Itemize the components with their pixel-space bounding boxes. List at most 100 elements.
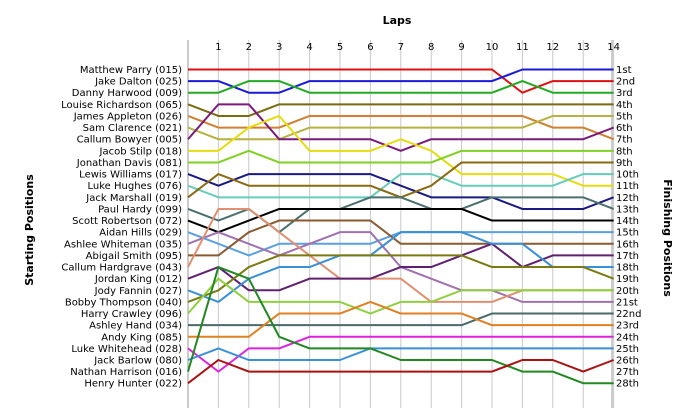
series-line [188,219,614,257]
finish-label: 22nd [616,309,641,320]
finish-label: 6th [616,123,633,134]
finish-label: 1st [616,65,632,76]
start-label: Callum Hardgrave (043) [61,263,182,274]
start-label: Jordan King (012) [94,274,182,285]
series-lines [187,68,614,385]
series-line [187,266,614,385]
series-line [188,300,614,338]
x-tick-label: 6 [367,42,373,53]
start-label: Paul Hardy (099) [98,204,182,215]
start-label: Abigail Smith (095) [86,251,182,262]
series-line [187,114,614,141]
x-tick-label: 7 [398,42,404,53]
start-label: Callum Bowyer (005) [77,135,182,146]
series-line [188,114,614,187]
y-axis-label-right: Finishing Positions [661,179,674,297]
finish-label: 8th [616,146,633,157]
start-label: Luke Hughes (076) [88,181,183,192]
series-line [187,173,614,199]
series-line [188,80,614,94]
series-line [188,68,614,94]
finishing-position-labels: 1st2nd3rd4th5th6th7th8th9th10th11th12th1… [616,65,641,390]
starting-position-labels: Matthew Parry (015)Jake Dalton (025)Dann… [61,65,182,390]
series-line [187,231,614,303]
finish-label: 21st [616,297,638,308]
series-line [187,277,614,315]
finish-label: 9th [616,158,633,169]
start-label: Henry Hunter (022) [84,379,182,390]
x-tick-label: 11 [516,42,529,53]
start-label: Louise Richardson (065) [61,100,182,111]
start-label: Ashlee Whiteman (035) [64,239,182,250]
finish-label: 27th [616,367,639,378]
start-label: Scott Robertson (072) [72,216,182,227]
series-line [187,114,614,141]
finish-label: 25th [616,344,639,355]
series-line [187,103,614,152]
y-axis-label-left: Starting Positions [23,174,36,286]
finish-label: 15th [616,228,639,239]
start-label: Aidan Hills (029) [99,228,182,239]
finish-label: 4th [616,100,633,111]
finish-label: 16th [616,239,639,250]
start-label: Jack Marshall (019) [85,193,182,204]
x-tick-label: 4 [306,42,312,53]
finish-label: 7th [616,135,633,146]
start-label: Bobby Thompson (040) [65,297,182,308]
finish-label: 11th [616,181,639,192]
start-label: Jacob Stilp (018) [99,146,183,157]
finish-label: 24th [616,332,639,343]
start-label: Jake Dalton (025) [94,77,182,88]
x-tick-labels: 1 2 3 4 5 6 7 8 9 10 11 12 13 14 [215,42,620,53]
finish-label: 13th [616,204,639,215]
series-line [187,347,614,361]
finish-label: 19th [616,274,639,285]
series-line [188,149,614,164]
x-tick-label: 12 [546,42,559,53]
chart-title: Laps [383,14,412,27]
series-line [187,359,614,385]
start-label: Harry Crawley (096) [81,309,182,320]
start-label: James Appleton (026) [73,111,182,122]
start-label: Jonathan Davis (081) [76,158,182,169]
start-label: Lewis Williams (017) [79,170,182,181]
finish-label: 14th [616,216,639,227]
finish-label: 2nd [616,77,635,88]
finish-label: 5th [616,111,633,122]
series-line [187,335,614,373]
x-tick-label: 8 [428,42,434,53]
x-tick-label: 10 [486,42,499,53]
grid-lines [187,40,615,408]
finish-label: 20th [616,286,639,297]
x-tick-label: 2 [246,42,252,53]
x-tick-label: 5 [337,42,343,53]
x-tick-label: 1 [215,42,221,53]
finish-label: 26th [616,356,639,367]
x-tick-label: 9 [458,42,464,53]
finish-label: 10th [616,170,639,181]
finish-label: 28th [616,379,639,390]
finish-label: 18th [616,263,639,274]
start-label: Danny Harwood (009) [72,88,182,99]
series-line [187,103,614,117]
x-tick-label: 13 [577,42,590,53]
finish-label: 12th [616,193,639,204]
start-label: Nathan Harrison (016) [70,367,182,378]
start-label: Matthew Parry (015) [80,65,182,76]
start-label: Andy King (085) [101,332,182,343]
x-tick-label: 3 [276,42,282,53]
plot-area [202,38,610,410]
finish-label: 3rd [616,88,633,99]
start-label: Sam Clarence (021) [83,123,182,134]
series-line [188,312,614,327]
start-label: Jack Barlow (080) [93,356,182,367]
series-line [187,254,614,303]
series-line [188,68,614,94]
start-label: Luke Whitehead (028) [71,344,182,355]
x-tick-label: 14 [607,42,620,53]
finish-label: 23rd [616,321,639,332]
start-label: Ashley Hand (034) [89,321,182,332]
finish-label: 17th [616,251,639,262]
series-line [187,173,614,210]
